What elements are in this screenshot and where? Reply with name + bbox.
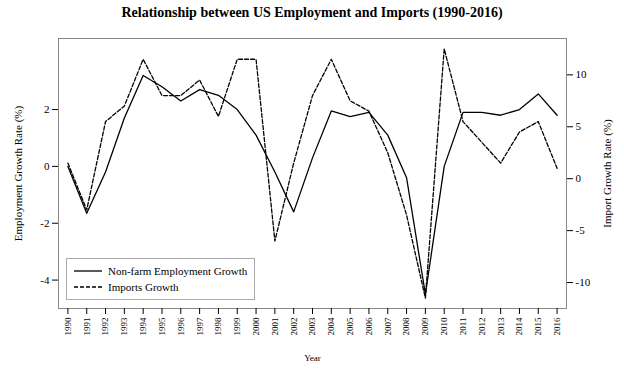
svg-text:1998: 1998: [213, 317, 223, 336]
svg-text:2008: 2008: [401, 317, 411, 336]
svg-text:2014: 2014: [514, 317, 524, 336]
svg-text:2010: 2010: [439, 317, 449, 336]
svg-text:5: 5: [576, 120, 582, 132]
svg-text:0: 0: [576, 172, 582, 184]
svg-text:-5: -5: [576, 224, 586, 236]
svg-text:2002: 2002: [289, 318, 299, 336]
svg-text:2001: 2001: [270, 318, 280, 336]
svg-text:0: 0: [44, 160, 50, 172]
svg-text:2000: 2000: [251, 317, 261, 336]
svg-text:1995: 1995: [157, 317, 167, 336]
svg-text:-10: -10: [576, 276, 591, 288]
svg-text:1990: 1990: [63, 317, 73, 336]
svg-text:2003: 2003: [307, 317, 317, 336]
svg-text:1993: 1993: [119, 317, 129, 336]
svg-text:-2: -2: [40, 217, 49, 229]
svg-text:-4: -4: [40, 274, 50, 286]
svg-text:1999: 1999: [232, 317, 242, 336]
svg-text:1991: 1991: [82, 318, 92, 336]
svg-text:10: 10: [576, 68, 588, 80]
svg-text:2013: 2013: [496, 317, 506, 336]
svg-text:2016: 2016: [552, 317, 562, 336]
svg-text:2009: 2009: [420, 317, 430, 336]
svg-text:1996: 1996: [176, 317, 186, 336]
svg-text:2011: 2011: [458, 318, 468, 336]
html-text:Imports Growth: Imports Growth: [108, 281, 179, 293]
svg-text:2015: 2015: [533, 317, 543, 336]
svg-text:2012: 2012: [477, 318, 487, 336]
svg-text:2007: 2007: [383, 317, 393, 336]
svg-text:1992: 1992: [100, 318, 110, 336]
svg-text:1994: 1994: [138, 317, 148, 336]
svg-text:Import Growth Rate (%): Import Growth Rate (%): [601, 119, 614, 228]
svg-text:Year: Year: [304, 353, 321, 363]
svg-text:1997: 1997: [194, 317, 204, 336]
svg-text:2004: 2004: [326, 317, 336, 336]
html-text:Relationship between US Employ: Relationship between US Employment and I…: [121, 5, 503, 20]
html-text:Non-farm Employment Growth: Non-farm Employment Growth: [108, 265, 248, 277]
svg-text:2: 2: [44, 103, 50, 115]
svg-text:2006: 2006: [364, 317, 374, 336]
svg-text:2005: 2005: [345, 317, 355, 336]
svg-text:Employment Growth Rate (%): Employment Growth Rate (%): [12, 106, 25, 242]
